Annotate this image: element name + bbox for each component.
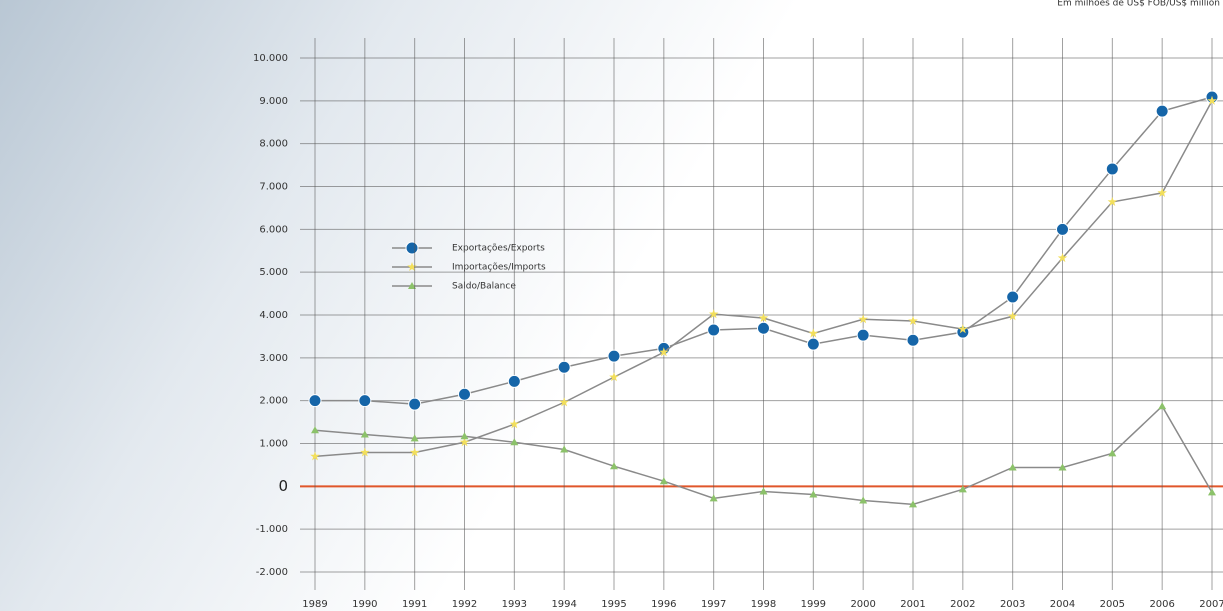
point [1107,196,1118,206]
point [308,394,322,408]
point [757,321,770,335]
x-tick-label: 2000 [850,599,875,610]
point [958,324,968,334]
point [906,333,920,347]
x-tick-label: 1993 [502,599,527,610]
x-tick-label: 1995 [601,599,626,610]
point [806,337,820,351]
legend: Exportações/Exports Importações/Imports Sa… [392,241,546,292]
point [610,462,618,470]
y-tick-label: 4.000 [259,310,288,321]
point [509,419,520,429]
legend-label: Importações/Imports [452,263,546,273]
point [557,360,571,374]
x-tick-label: 1997 [701,599,726,610]
point [1056,222,1069,236]
point [507,374,521,388]
point [1007,311,1018,321]
point [458,387,471,401]
y-tick-label: 0 [278,477,288,495]
x-tick-label: 2007 [1199,599,1223,610]
point [607,349,621,363]
point [709,494,718,502]
x-tick-label: 1989 [302,599,327,610]
x-tick-label: 1990 [352,599,377,610]
point [708,309,719,319]
point [360,447,370,457]
point [1208,488,1216,496]
point [759,487,768,495]
x-tick-label: 2004 [1050,599,1075,610]
y-tick-label: 6.000 [259,224,288,235]
x-tick-label: 2005 [1100,599,1125,610]
y-tick-label: -2.000 [256,567,288,578]
point [407,262,417,271]
y-tick-label: 7.000 [259,182,288,193]
point [1108,449,1117,457]
point [1158,402,1167,410]
point [1157,187,1167,197]
x-tick-label: 1996 [651,599,676,610]
point [808,328,819,338]
point [409,447,420,457]
point [310,451,320,461]
legend-label: Saldo/Balance [452,282,516,292]
x-tick-label: 2001 [900,599,925,610]
y-tick-label: 8.000 [259,139,288,150]
y-tick-label: 5.000 [259,267,288,278]
point [559,397,569,407]
y-tick-label: 9.000 [259,96,288,107]
point [1105,162,1119,176]
point [908,316,918,325]
point [707,323,721,337]
point [1058,463,1067,471]
point [410,434,419,442]
point [659,347,669,357]
x-tick-label: 2003 [1000,599,1025,610]
point [1057,253,1068,263]
point [1155,104,1169,118]
point [311,426,319,434]
point [510,438,519,446]
x-tick-label: 1999 [801,599,826,610]
point [1207,95,1217,105]
y-tick-label: 3.000 [259,353,288,364]
point [408,282,416,289]
point [758,313,769,322]
x-tick-label: 1992 [452,599,477,610]
point [408,397,422,411]
y-tick-label: 2.000 [259,396,288,407]
x-tick-label: 1994 [551,599,576,610]
point [909,500,917,508]
y-tick-label: 10.000 [253,53,288,64]
point [460,432,469,440]
point [659,477,668,485]
point [358,394,372,408]
x-tick-label: 2002 [950,599,975,610]
legend-label: Exportações/Exports [452,244,545,254]
point [958,485,967,493]
x-tick-label: 1991 [402,599,427,610]
point [1006,290,1020,304]
point [809,490,818,498]
point [858,314,868,324]
y-tick-label: 1.000 [259,439,288,450]
point [459,437,470,447]
x-tick-label: 1998 [751,599,776,610]
point [856,328,870,342]
point [859,496,868,504]
point [1008,463,1017,471]
x-tick-label: 2006 [1149,599,1174,610]
point [360,430,369,438]
point [405,241,419,255]
point [560,445,569,453]
y-tick-label: -1.000 [256,524,288,535]
subtitle: Em milhões de US$ FOB/US$ million [1057,0,1220,9]
point [609,372,619,382]
